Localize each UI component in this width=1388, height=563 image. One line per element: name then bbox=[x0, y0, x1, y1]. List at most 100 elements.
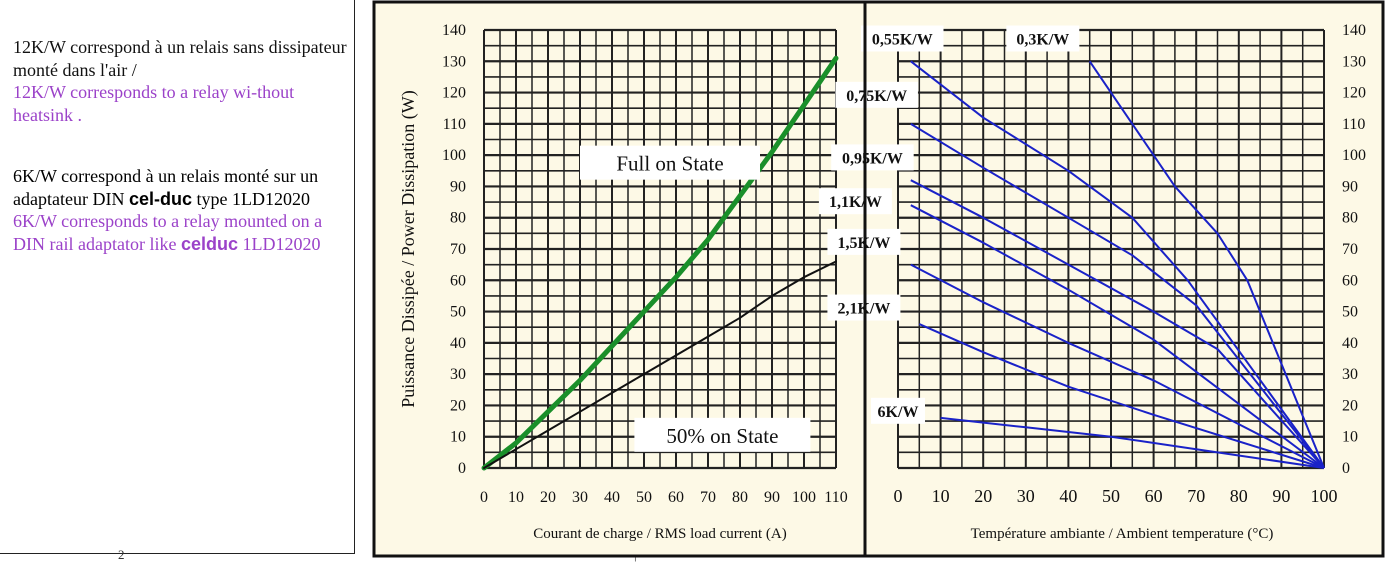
x-tick-label: 110 bbox=[824, 489, 847, 506]
right-chart-series bbox=[910, 60, 1325, 469]
paragraph-12kw-english: 12K/W corresponds to a relay wi-thout he… bbox=[13, 82, 295, 125]
y-tick-label-right: 20 bbox=[1342, 397, 1358, 414]
y-tick-label-right: 40 bbox=[1342, 335, 1358, 352]
x-tick-label-right: 60 bbox=[1145, 486, 1163, 506]
paragraph-6kw-english: 6K/W corresponds to a relay mounted on a… bbox=[13, 210, 348, 255]
x-tick-label: 70 bbox=[700, 489, 716, 506]
x-tick-label: 50 bbox=[636, 489, 652, 506]
k-label-bg bbox=[835, 81, 918, 108]
k-label-bg bbox=[861, 25, 944, 52]
x-tick-label-right: 20 bbox=[974, 486, 992, 506]
series-line bbox=[940, 416, 1325, 469]
y-tick-label: 0 bbox=[458, 460, 466, 477]
x-tick-label: 60 bbox=[668, 489, 684, 506]
series-line bbox=[910, 60, 1325, 469]
y-tick-label: 90 bbox=[450, 178, 466, 195]
y-tick-label-right: 60 bbox=[1342, 272, 1358, 289]
paragraph-6kw-english-type: 1LD12020 bbox=[242, 233, 321, 254]
x-tick-label: 90 bbox=[764, 489, 780, 506]
x-tick-label: 20 bbox=[540, 489, 556, 506]
series-line bbox=[910, 263, 1325, 469]
paragraph-6kw-english-text: 6K/W corresponds to a relay mounted on a… bbox=[13, 211, 323, 254]
x-tick-label-right: 90 bbox=[1272, 486, 1290, 506]
x-tick-label-right: 80 bbox=[1230, 486, 1248, 506]
x-tick-label: 10 bbox=[508, 489, 524, 506]
y-tick-label: 40 bbox=[450, 335, 466, 352]
x-tick-label-right: 100 bbox=[1311, 486, 1338, 506]
k-label: 6K/W bbox=[878, 404, 919, 421]
x-tick-label-right: 0 bbox=[894, 486, 903, 506]
paragraph-12kw: 12K/W correspond à un relais sans dissip… bbox=[13, 36, 348, 126]
y-tick-label-right: 0 bbox=[1342, 460, 1350, 477]
y-tick-label-right: 130 bbox=[1342, 53, 1366, 70]
y-tick-label: 120 bbox=[442, 85, 466, 102]
paragraph-12kw-french: 12K/W correspond à un relais sans dissip… bbox=[13, 37, 347, 80]
y-tick-label-right: 140 bbox=[1342, 22, 1366, 39]
chart-svg: 0102030405060708090100110120130140010203… bbox=[372, 0, 1385, 558]
k-label-bg bbox=[871, 397, 925, 424]
x-tick-label: 0 bbox=[480, 489, 488, 506]
footer-mark-left: 2 bbox=[118, 547, 125, 562]
paragraph-6kw-french-type: type 1LD12020 bbox=[196, 188, 310, 209]
y-tick-label: 60 bbox=[450, 272, 466, 289]
series-line bbox=[910, 179, 1325, 469]
y-tick-label-right: 30 bbox=[1342, 366, 1358, 383]
y-tick-label: 110 bbox=[443, 116, 466, 133]
series-label: Full on State bbox=[616, 152, 723, 176]
y-tick-label: 30 bbox=[450, 366, 466, 383]
k-label: 0,75K/W bbox=[846, 88, 907, 105]
x-tick-label-right: 10 bbox=[932, 486, 950, 506]
k-label: 0,3K/W bbox=[1016, 32, 1069, 49]
brand-name: cel-duc bbox=[128, 188, 192, 209]
y-tick-label-right: 100 bbox=[1342, 147, 1366, 164]
series-line bbox=[918, 323, 1325, 469]
y-tick-label: 20 bbox=[450, 397, 466, 414]
x-tick-label-right: 30 bbox=[1017, 486, 1035, 506]
x-axis-title-left: Courant de charge / RMS load current (A) bbox=[533, 526, 786, 542]
x-tick-label: 30 bbox=[572, 489, 588, 506]
series-line bbox=[1088, 60, 1325, 469]
y-axis-title: Puissance Dissipée / Power Dissipation (… bbox=[398, 90, 419, 407]
x-tick-label: 100 bbox=[792, 489, 816, 506]
y-tick-label-right: 120 bbox=[1342, 85, 1366, 102]
series-line bbox=[483, 260, 837, 469]
dissipation-chart: 0 10 20 30 40 50 60 70 80 90 100 110 120 130 140 0 10 20 3… bbox=[372, 0, 1385, 558]
y-tick-label-right: 70 bbox=[1342, 241, 1358, 258]
y-tick-label-right: 10 bbox=[1342, 429, 1358, 446]
series-line bbox=[481, 55, 839, 471]
y-tick-label-right: 80 bbox=[1342, 210, 1358, 227]
y-tick-label: 50 bbox=[450, 304, 466, 321]
y-tick-label: 130 bbox=[442, 53, 466, 70]
y-tick-label-right: 50 bbox=[1342, 304, 1358, 321]
x-tick-label: 40 bbox=[604, 489, 620, 506]
k-label: 1,1K/W bbox=[829, 194, 882, 211]
k-label-bg bbox=[818, 188, 892, 215]
x-tick-label-right: 70 bbox=[1187, 486, 1205, 506]
y-tick-label: 140 bbox=[442, 22, 466, 39]
paragraph-6kw: 6K/W correspond à un relais monté sur un… bbox=[13, 165, 348, 255]
x-tick-label-right: 40 bbox=[1059, 486, 1077, 506]
y-tick-label: 80 bbox=[450, 210, 466, 227]
y-tick-label-right: 110 bbox=[1342, 116, 1365, 133]
paragraph-6kw-french: 6K/W correspond à un relais monté sur un… bbox=[13, 166, 318, 209]
y-tick-label: 70 bbox=[450, 241, 466, 258]
x-tick-label-right: 50 bbox=[1102, 486, 1120, 506]
y-tick-label-right: 90 bbox=[1342, 178, 1358, 195]
k-label: 0,95K/W bbox=[842, 150, 903, 167]
y-tick-label: 100 bbox=[442, 147, 466, 164]
brand-name-english: celduc bbox=[180, 233, 238, 254]
series-label-bg bbox=[580, 145, 760, 180]
k-label-bg bbox=[831, 144, 914, 171]
series-line bbox=[910, 204, 1325, 469]
left-chart-series bbox=[481, 55, 839, 471]
paragraph-6kw-french-text: 6K/W correspond à un relais monté sur un… bbox=[13, 166, 319, 209]
right-chart-grid bbox=[897, 28, 1325, 470]
x-tick-label: 80 bbox=[732, 489, 748, 506]
series-label-bg bbox=[634, 417, 811, 452]
x-axis-title-right: Température ambiante / Ambient temperatu… bbox=[971, 526, 1274, 542]
series-label: 50% on State bbox=[666, 424, 778, 448]
series-line bbox=[910, 123, 1325, 469]
k-label: 0,55K/W bbox=[872, 32, 933, 49]
y-tick-label: 10 bbox=[450, 429, 466, 446]
description-panel: 12K/W correspond à un relais sans dissip… bbox=[0, 0, 355, 554]
